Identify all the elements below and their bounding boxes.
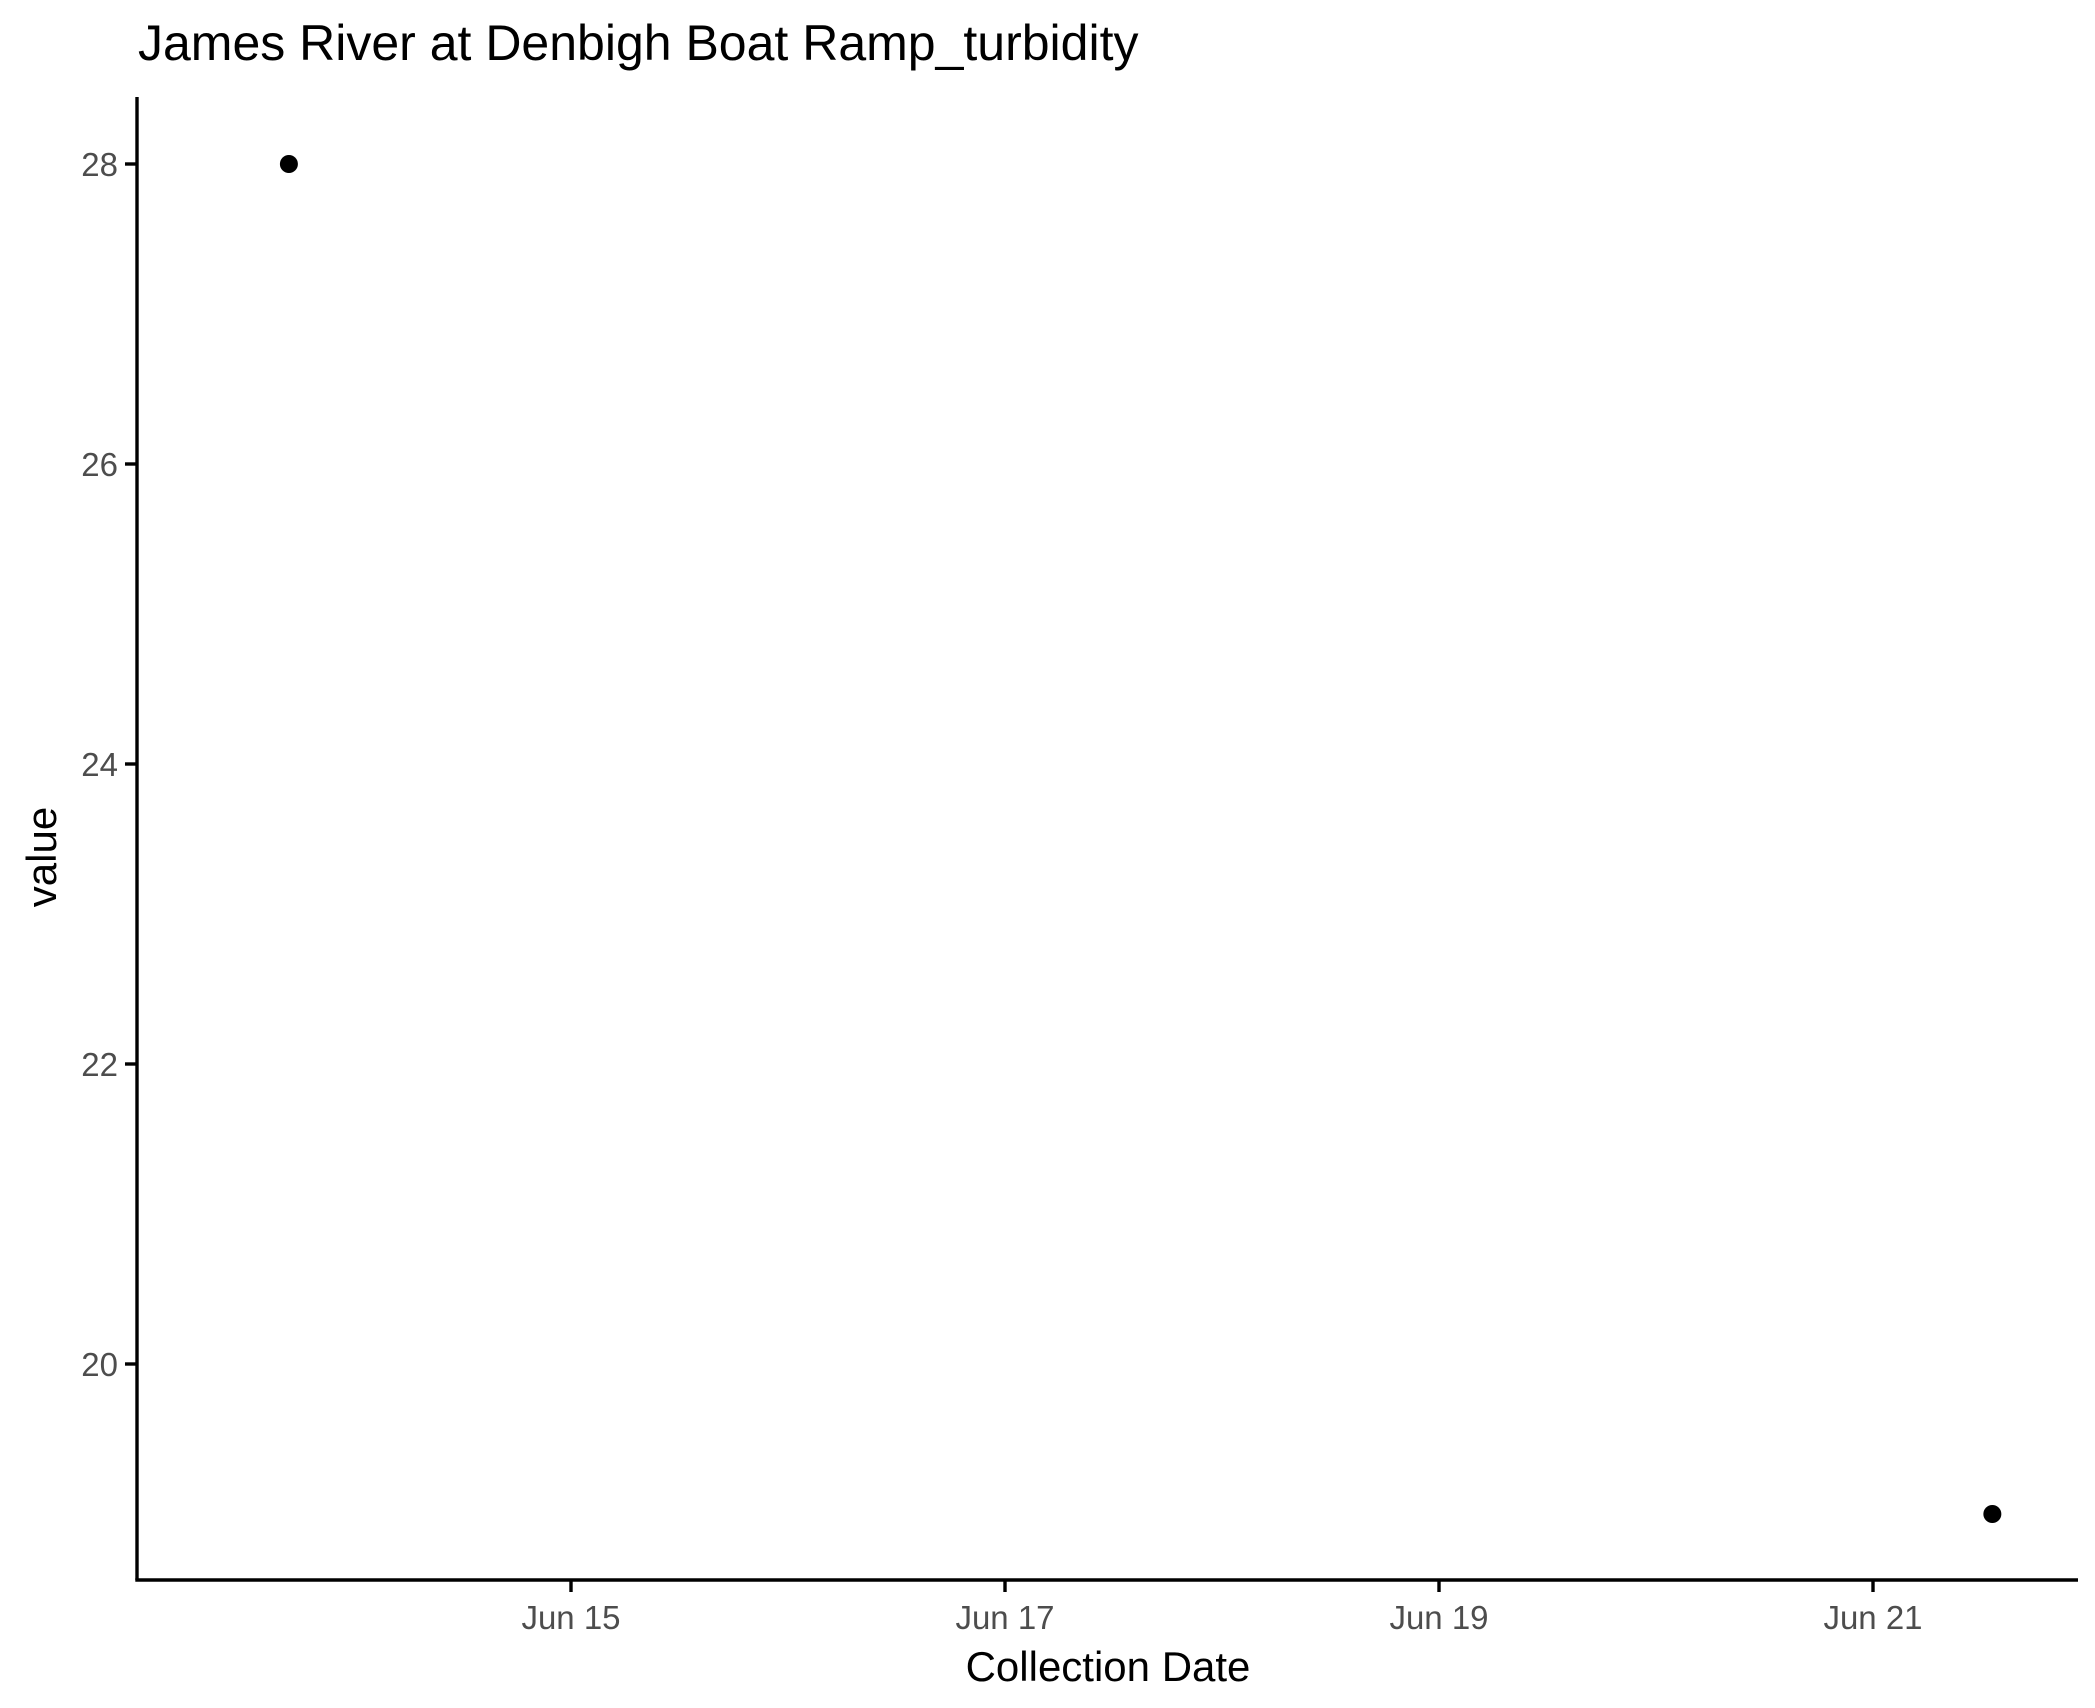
y-tick-label: 22 <box>81 1046 118 1083</box>
x-tick-label: Jun 15 <box>521 1599 620 1636</box>
y-tick-label: 24 <box>81 746 118 783</box>
y-tick-label: 20 <box>81 1346 118 1383</box>
data-points <box>279 155 2002 1523</box>
data-point <box>1983 1505 2002 1523</box>
x-tick-label: Jun 17 <box>955 1599 1054 1636</box>
data-point <box>279 155 298 173</box>
x-axis-ticks: Jun 15 Jun 17 Jun 19 Jun 21 <box>521 1580 1923 1636</box>
y-tick-label: 28 <box>81 146 118 183</box>
chart-title: James River at Denbigh Boat Ramp_turbidi… <box>138 15 1138 71</box>
x-tick-label: Jun 19 <box>1389 1599 1488 1636</box>
y-tick-label: 26 <box>81 446 118 483</box>
x-axis-title: Collection Date <box>966 1643 1251 1690</box>
y-axis-title: value <box>18 807 65 907</box>
x-tick-label: Jun 21 <box>1823 1599 1922 1636</box>
y-axis-ticks: 20 22 24 26 28 <box>81 146 137 1383</box>
